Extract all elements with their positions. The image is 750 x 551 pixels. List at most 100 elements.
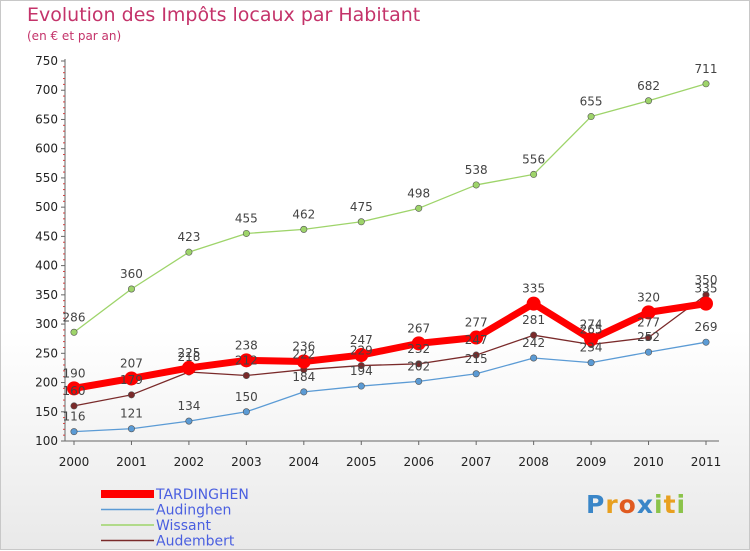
x-tick-label: 2006 <box>403 455 434 469</box>
data-label-audinghen: 116 <box>63 410 86 424</box>
x-tick-label: 2009 <box>576 455 607 469</box>
y-tick-label: 250 <box>35 346 58 360</box>
data-label-audembert: 222 <box>292 348 315 362</box>
data-label-wissant: 538 <box>465 163 488 177</box>
data-point-tardinghen <box>641 305 656 320</box>
x-tick-label: 2007 <box>461 455 492 469</box>
data-label-wissant: 498 <box>407 186 430 200</box>
x-tick-label: 2003 <box>231 455 262 469</box>
data-point-audinghen <box>530 354 538 362</box>
data-point-wissant <box>185 248 193 256</box>
data-label-wissant: 455 <box>235 211 258 225</box>
data-point-audembert <box>530 331 538 339</box>
data-label-audembert: 277 <box>637 316 660 330</box>
y-tick-label: 750 <box>35 54 58 68</box>
data-label-audinghen: 184 <box>292 370 315 384</box>
logo-letter: o <box>618 490 637 519</box>
data-label-audembert: 229 <box>350 344 373 358</box>
data-label-wissant: 655 <box>580 95 603 109</box>
x-tick-label: 2000 <box>59 455 90 469</box>
logo-letter: x <box>636 490 654 519</box>
data-point-wissant <box>645 97 653 105</box>
data-point-wissant <box>357 218 365 226</box>
data-point-wissant <box>530 170 538 178</box>
data-point-audinghen <box>645 348 653 356</box>
data-point-audembert <box>70 402 78 410</box>
data-label-wissant: 475 <box>350 200 373 214</box>
axes: 100 150 200 250 300 350 400 450 500 550 600 650 700 7… <box>35 54 721 469</box>
legend-label: Wissant <box>156 518 211 534</box>
x-tick-label: 2005 <box>346 455 377 469</box>
data-point-wissant <box>242 229 250 237</box>
data-label-audembert: 247 <box>465 333 488 347</box>
data-point-audembert <box>242 372 250 380</box>
data-point-tardinghen <box>67 381 81 396</box>
data-label-tardinghen: 335 <box>522 282 545 296</box>
data-point-tardinghen <box>354 348 369 363</box>
data-label-audembert: 281 <box>522 313 545 327</box>
data-label-tardinghen: 247 <box>350 333 373 347</box>
chart-subtitle: (en € et par an) <box>27 29 122 43</box>
data-point-tardinghen <box>699 296 713 311</box>
x-tick-label: 2011 <box>691 455 722 469</box>
data-point-audinghen <box>127 425 135 433</box>
data-point-audinghen <box>300 388 308 396</box>
y-tick-label: 700 <box>35 83 58 97</box>
data-point-wissant <box>472 181 480 189</box>
y-tick-label: 150 <box>35 405 58 419</box>
data-label-audinghen: 242 <box>522 336 545 350</box>
data-point-wissant <box>415 204 423 212</box>
y-tick-label: 500 <box>35 200 58 214</box>
data-label-audinghen: 150 <box>235 390 258 404</box>
data-point-audinghen <box>472 370 480 378</box>
data-point-audinghen <box>702 338 710 346</box>
data-point-tardinghen <box>296 354 311 369</box>
data-label-audembert: 350 <box>695 273 718 287</box>
data-label-audinghen: 121 <box>120 407 143 421</box>
chart-title: Evolution des Impôts locaux par Habitant <box>27 4 421 26</box>
data-label-audinghen: 134 <box>177 399 200 413</box>
series-layer <box>67 80 713 436</box>
logo-letter: P <box>586 490 606 519</box>
y-tick-label: 650 <box>35 112 58 126</box>
data-point-tardinghen <box>181 360 196 375</box>
y-tick-label: 350 <box>35 288 58 302</box>
data-label-tardinghen: 274 <box>580 317 603 331</box>
data-label-wissant: 556 <box>522 152 545 166</box>
data-point-wissant <box>702 80 710 88</box>
data-point-tardinghen <box>584 332 599 347</box>
x-tick-label: 2002 <box>174 455 205 469</box>
data-label-wissant: 462 <box>292 207 315 221</box>
y-tick-label: 550 <box>35 171 58 185</box>
data-point-wissant <box>300 225 308 233</box>
x-tick-label: 2004 <box>289 455 320 469</box>
data-point-audinghen <box>70 428 78 436</box>
series-line-audinghen <box>73 341 707 433</box>
y-tick-label: 200 <box>35 376 58 390</box>
data-point-audembert <box>357 362 365 370</box>
data-label-audinghen: 252 <box>637 330 660 344</box>
x-tick-label: 2001 <box>116 455 147 469</box>
data-label-audembert: 218 <box>177 350 200 364</box>
data-point-tardinghen <box>526 296 541 311</box>
data-point-audinghen <box>185 417 193 425</box>
legend-label: TARDINGHEN <box>155 487 249 503</box>
data-label-tardinghen: 277 <box>465 316 488 330</box>
data-point-tardinghen <box>411 336 426 351</box>
data-label-tardinghen: 236 <box>292 339 315 353</box>
data-point-audembert <box>472 351 480 359</box>
y-tick-label: 450 <box>35 229 58 243</box>
data-label-tardinghen: 225 <box>177 346 200 360</box>
data-point-audembert <box>645 334 653 342</box>
data-label-wissant: 360 <box>120 267 143 281</box>
data-label-tardinghen: 238 <box>235 338 258 352</box>
data-label-wissant: 423 <box>177 230 200 244</box>
proxiti-logo: Proxiti <box>586 490 686 519</box>
data-label-audembert: 232 <box>407 342 430 356</box>
data-point-wissant <box>70 328 78 336</box>
data-label-tardinghen: 267 <box>407 321 430 335</box>
data-label-audinghen: 215 <box>465 352 488 366</box>
x-tick-label: 2008 <box>518 455 549 469</box>
